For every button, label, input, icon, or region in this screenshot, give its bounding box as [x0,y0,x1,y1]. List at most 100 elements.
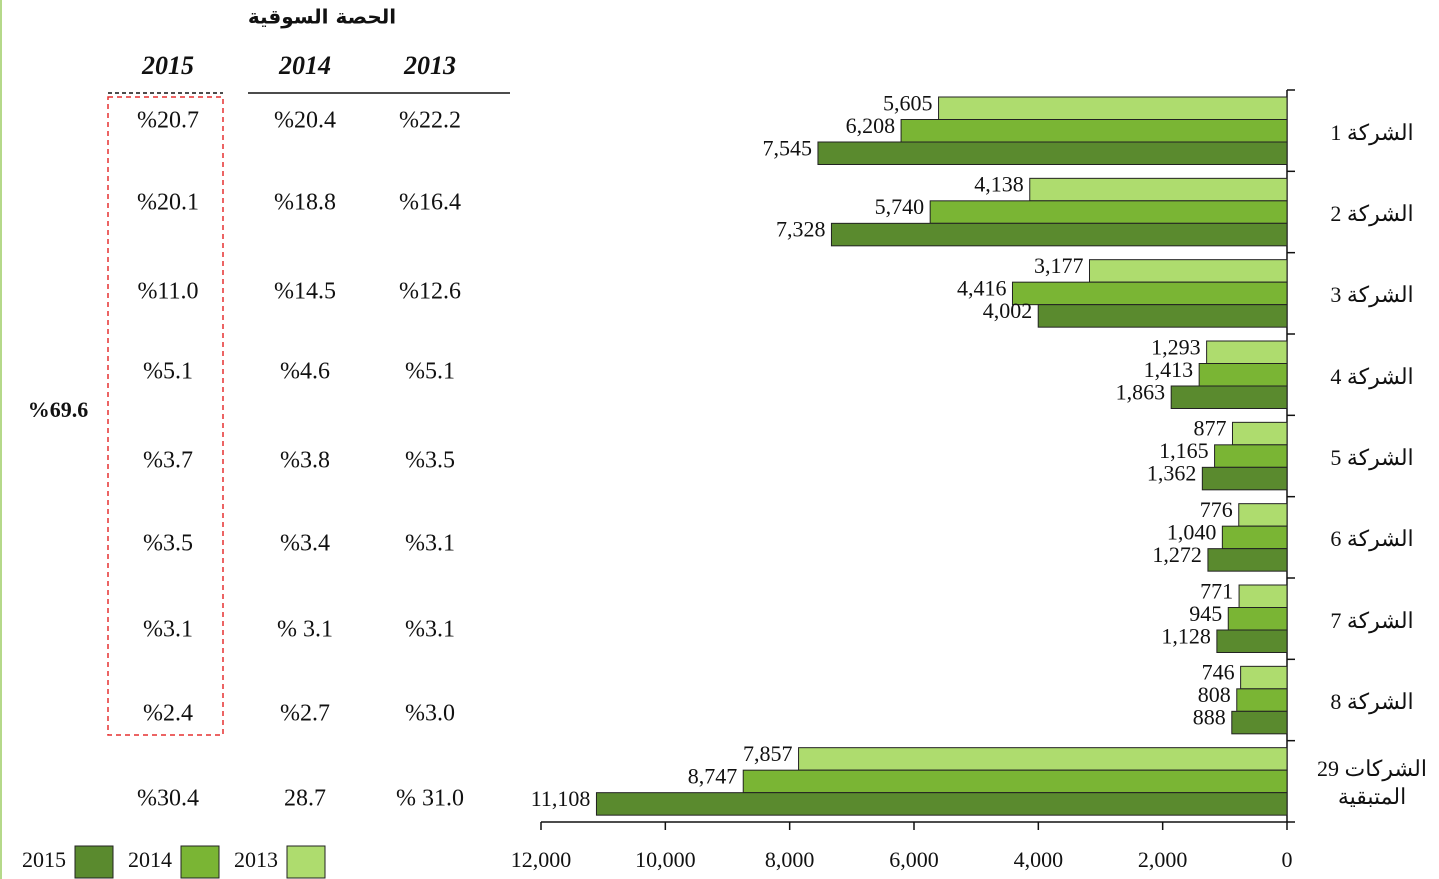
share-cell: %11.0 [137,279,198,305]
value-label: 1,413 [1144,357,1194,382]
share-cell: %5.1 [405,359,455,385]
x-tick-label: 6,000 [889,847,939,872]
bar [830,222,1288,247]
category-label: الشركة 7 [1330,607,1414,633]
bar [1221,525,1288,550]
bar [1207,548,1288,572]
value-label: 4,002 [983,298,1033,323]
share-cell: %3.1 [143,617,193,643]
legend-swatch [74,845,114,879]
bar [938,96,1288,120]
legend-swatch [286,845,326,879]
share-cell: % 3.1 [277,617,333,643]
share-cell: %16.4 [399,190,461,216]
column-header: 2013 [403,51,456,80]
category-label: الشركات 29 المتبقية [1317,756,1427,810]
x-tick-label: 12,000 [511,847,572,872]
bar [1231,421,1288,446]
share-cell: %20.1 [137,190,199,216]
category-label: الشركة 5 [1330,445,1414,470]
value-label: 1,293 [1151,334,1201,359]
bar [595,792,1288,816]
share-cell: % 31.0 [396,786,464,812]
share-cell: %2.4 [143,701,193,727]
x-tick-label: 0 [1282,847,1293,872]
bar [1029,177,1288,202]
bar [1227,607,1288,631]
bar [900,119,1288,143]
bar [1238,503,1288,527]
legend-swatch [180,845,220,879]
legend-label: 2015 [22,847,66,872]
share-cell: %3.5 [405,448,455,474]
value-label: 776 [1200,497,1233,522]
bar [817,141,1288,165]
legend-label: 2013 [234,847,278,872]
share-cell: %2.7 [280,701,330,727]
share-cell: %18.8 [274,190,336,216]
share-cell: %4.6 [280,359,330,385]
value-label: 888 [1193,705,1226,730]
bar [1216,629,1288,653]
share-cell: %3.8 [280,448,330,474]
value-label: 11,108 [531,786,591,811]
category-label: الشركة 6 [1330,526,1414,552]
share-cell: %22.2 [399,108,461,134]
share-cell: 28.7 [284,786,326,812]
share-cell: %30.4 [137,786,199,812]
bar [742,769,1288,794]
share-cell: %3.5 [143,531,193,557]
value-label: 1,272 [1152,542,1202,567]
highlight-box [107,96,224,736]
value-label: 4,138 [974,172,1024,197]
share-cell: %3.7 [143,448,193,474]
bar [1088,259,1288,283]
value-label: 945 [1189,601,1222,626]
bar [1170,385,1288,409]
value-label: 5,740 [875,194,925,219]
share-cell: %3.0 [405,701,455,727]
value-label: 3,177 [1034,253,1084,278]
x-tick-label: 10,000 [635,847,696,872]
legend-label: 2014 [128,847,172,872]
value-label: 746 [1202,660,1235,685]
bar [1011,281,1288,306]
value-label: 771 [1200,578,1233,603]
share-cell: %14.5 [274,279,336,305]
bar [798,747,1288,771]
share-cell: %20.4 [274,108,336,134]
value-label: 7,857 [743,741,793,766]
value-label: 8,747 [688,763,738,788]
bar [929,200,1288,224]
bar [1214,444,1288,468]
share-cell: %3.4 [280,531,330,557]
x-tick-label: 4,000 [1014,847,1064,872]
category-label: الشركة 8 [1330,689,1414,714]
share-cell: %20.7 [137,108,199,134]
share-cell: %3.1 [405,617,455,643]
bar [1240,665,1288,690]
bar [1201,466,1288,491]
column-header: 2015 [141,51,194,80]
value-label: 5,605 [883,90,933,115]
bar [1238,584,1288,608]
category-label: الشركة 1 [1330,119,1414,145]
bar [1198,363,1288,387]
category-label: الشركة 3 [1330,282,1414,308]
column-header: 2014 [278,51,331,80]
value-label: 7,328 [776,217,826,242]
x-tick-label: 8,000 [765,847,815,872]
value-label: 4,416 [957,275,1007,300]
share-cell: %3.1 [405,531,455,557]
bar [1206,340,1288,364]
share-cell: %12.6 [399,279,461,305]
value-label: 808 [1198,682,1231,707]
value-label: 6,208 [846,113,896,138]
value-label: 1,863 [1116,379,1166,404]
value-label: 1,165 [1159,438,1209,463]
table-title: الحصة السوقية [248,5,396,29]
category-label: الشركة 4 [1330,363,1414,389]
share-cell: %5.1 [143,359,193,385]
